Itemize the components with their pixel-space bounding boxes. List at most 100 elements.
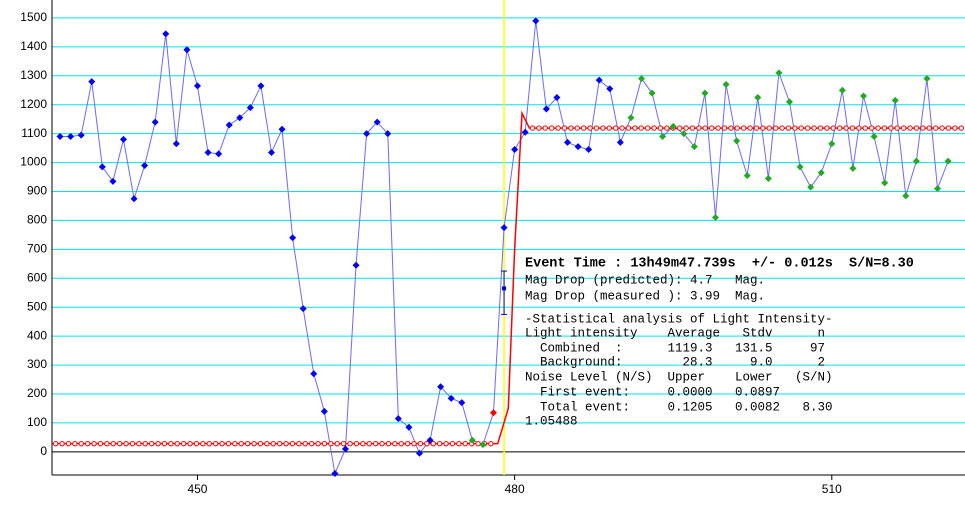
data-point bbox=[659, 133, 667, 141]
y-tick-label: 400 bbox=[27, 328, 47, 342]
data-point bbox=[870, 133, 878, 141]
fit-marker bbox=[760, 125, 766, 131]
data-point bbox=[764, 174, 772, 182]
fit-marker bbox=[664, 125, 670, 131]
fit-marker bbox=[696, 125, 702, 131]
fit-marker bbox=[385, 440, 392, 447]
fit-marker bbox=[251, 440, 257, 447]
data-point bbox=[627, 114, 635, 122]
event-marker bbox=[502, 286, 507, 291]
fit-marker bbox=[792, 125, 798, 131]
fit-marker bbox=[785, 125, 792, 131]
fit-marker bbox=[200, 440, 206, 447]
fit-marker bbox=[232, 440, 238, 447]
fit-marker bbox=[632, 125, 638, 131]
fit-marker bbox=[456, 440, 462, 447]
fit-marker bbox=[798, 125, 804, 131]
fit-marker bbox=[843, 125, 849, 131]
data-point bbox=[447, 394, 455, 402]
fit-marker bbox=[296, 440, 302, 447]
data-point bbox=[246, 104, 254, 112]
data-point bbox=[701, 89, 709, 97]
fit-marker bbox=[574, 125, 580, 131]
fit-marker bbox=[856, 125, 862, 131]
fit-marker bbox=[97, 440, 104, 447]
fit-marker bbox=[536, 125, 542, 131]
data-point bbox=[542, 105, 550, 113]
data-point bbox=[193, 82, 201, 90]
fit-marker bbox=[449, 440, 456, 447]
data-point bbox=[786, 98, 794, 106]
y-tick-label: 800 bbox=[27, 213, 47, 227]
fit-marker bbox=[747, 125, 753, 131]
data-point bbox=[595, 76, 603, 84]
fit-marker bbox=[443, 440, 449, 447]
data-point bbox=[923, 75, 931, 83]
data-point bbox=[891, 96, 899, 104]
data-point bbox=[743, 172, 751, 180]
fit-marker bbox=[462, 440, 468, 447]
fit-marker bbox=[161, 440, 168, 447]
data-point bbox=[331, 470, 339, 478]
fit-marker bbox=[372, 440, 379, 447]
fit-marker bbox=[321, 440, 328, 447]
y-tick-label: 0 bbox=[40, 444, 47, 458]
data-point bbox=[405, 423, 413, 431]
fit-marker bbox=[804, 125, 811, 131]
data-point bbox=[648, 89, 656, 97]
fit-marker bbox=[430, 440, 436, 447]
fit-marker bbox=[587, 125, 593, 131]
data-point bbox=[183, 46, 191, 54]
data-point bbox=[489, 409, 497, 417]
data-point bbox=[944, 157, 952, 165]
fit-marker bbox=[529, 125, 536, 131]
data-point bbox=[817, 169, 825, 177]
annotation-line: -Statistical analysis of Light Intensity… bbox=[525, 312, 833, 326]
fit-marker bbox=[78, 440, 84, 447]
data-point bbox=[289, 234, 297, 242]
fit-marker bbox=[542, 125, 548, 131]
fit-marker bbox=[849, 125, 856, 131]
data-point bbox=[204, 148, 212, 156]
data-point bbox=[511, 146, 519, 154]
fit-marker bbox=[772, 125, 779, 131]
data-point bbox=[563, 138, 571, 146]
fit-marker bbox=[136, 440, 142, 447]
fit-marker bbox=[683, 125, 689, 131]
data-point bbox=[119, 135, 127, 143]
fit-marker bbox=[868, 125, 875, 131]
fit-marker bbox=[366, 440, 372, 447]
annotation-line: Background: 28.3 9.0 2 bbox=[525, 355, 825, 369]
data-point bbox=[849, 164, 857, 172]
data-point bbox=[310, 370, 318, 378]
data-point bbox=[574, 143, 582, 151]
fit-marker bbox=[411, 440, 417, 447]
data-point bbox=[934, 185, 942, 193]
fit-marker bbox=[59, 440, 65, 447]
y-tick-label: 700 bbox=[27, 242, 47, 256]
fit-marker bbox=[593, 125, 600, 131]
data-point bbox=[415, 449, 423, 457]
y-tick-label: 1500 bbox=[20, 10, 47, 24]
fit-marker bbox=[488, 440, 494, 447]
fit-marker bbox=[116, 440, 123, 447]
fit-marker bbox=[907, 125, 913, 131]
fit-marker bbox=[302, 440, 308, 447]
fit-marker bbox=[180, 440, 187, 447]
annotation-line: Noise Level (N/S) Upper Lower (S/N) bbox=[525, 370, 833, 384]
fit-marker bbox=[612, 125, 619, 131]
fit-marker bbox=[606, 125, 612, 131]
fit-marker bbox=[206, 440, 212, 447]
fit-marker bbox=[811, 125, 817, 131]
fit-marker bbox=[958, 125, 964, 131]
fit-marker bbox=[219, 440, 225, 447]
data-point bbox=[352, 261, 360, 269]
data-point bbox=[722, 80, 730, 88]
annotation-line: Total event: 0.1205 0.0082 8.30 bbox=[525, 400, 833, 414]
fit-marker bbox=[740, 125, 747, 131]
fit-marker bbox=[708, 125, 715, 131]
fit-marker bbox=[257, 440, 264, 447]
fit-marker bbox=[392, 440, 398, 447]
fit-marker bbox=[913, 125, 920, 131]
